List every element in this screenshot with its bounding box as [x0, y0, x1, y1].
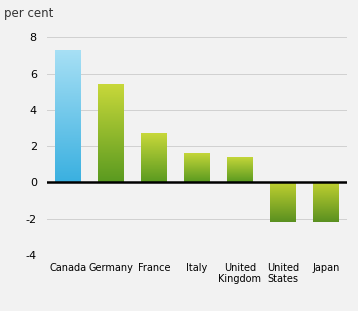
Bar — [227, 157, 253, 183]
Bar — [184, 153, 210, 183]
Bar — [141, 133, 167, 183]
Bar — [55, 50, 81, 183]
Bar — [98, 85, 124, 183]
Bar — [313, 183, 339, 222]
Text: per cent: per cent — [4, 7, 54, 20]
Bar — [270, 183, 296, 222]
